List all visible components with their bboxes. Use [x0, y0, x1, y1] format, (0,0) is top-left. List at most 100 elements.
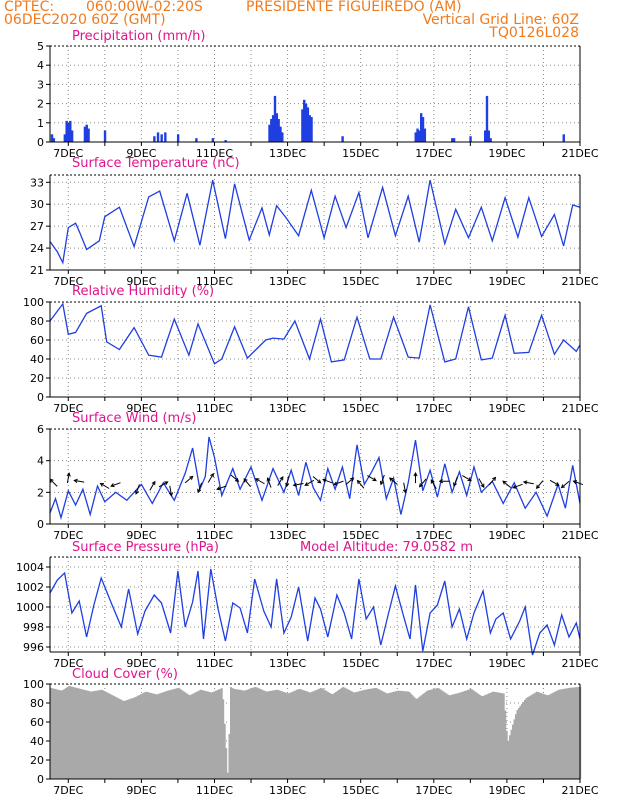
cloud-column	[410, 693, 412, 779]
cloud-column	[171, 689, 174, 779]
cloud-column	[437, 687, 439, 779]
header-model-code: TQ0126L028	[488, 25, 579, 41]
precip-bar	[67, 122, 70, 142]
cloud-column	[95, 690, 97, 779]
cloud-column	[234, 689, 237, 779]
x-tick-label: 17DEC	[415, 275, 452, 288]
wind-vector-shaft	[110, 482, 121, 487]
cloud-column	[375, 687, 378, 779]
wind-vector-head	[254, 478, 260, 482]
cloud-column	[461, 691, 463, 779]
wind-vector-head	[134, 490, 139, 495]
cloud-column	[140, 694, 142, 779]
cloud-column	[212, 692, 214, 779]
wind-vector	[158, 481, 169, 488]
cloud-column	[443, 691, 445, 779]
cloud-column	[111, 695, 114, 779]
cloud-column	[408, 691, 411, 779]
cloud-column	[431, 689, 433, 779]
y-tick-label: 20	[30, 372, 44, 385]
wind-vector	[522, 480, 534, 485]
cloud-column	[180, 689, 183, 779]
cloud-column	[248, 689, 250, 779]
panels: Precipitation (mm/h) 0 1 2 3 4 5 7DEC 9DEC 11DEC 1…	[16, 29, 599, 797]
wind-vector-head	[66, 472, 71, 477]
cloud-column	[119, 698, 121, 779]
header-coordinates: 060:00W-02:20S	[86, 0, 203, 15]
wind-vector-shaft	[462, 475, 472, 482]
wind-vector-shaft	[243, 478, 251, 487]
precip-bar	[483, 130, 487, 142]
wind-vector-shaft	[267, 477, 272, 488]
cloud-column	[278, 690, 280, 779]
x-tick-label: 15DEC	[342, 784, 379, 797]
wind-vector-shaft	[573, 480, 584, 486]
cloud-column	[438, 688, 441, 779]
cloud-column	[516, 709, 519, 779]
cloud-column	[158, 693, 160, 779]
precip-bar	[65, 120, 68, 142]
cloud-column	[195, 691, 198, 779]
wind-vector	[184, 475, 194, 484]
panel-title-temp: Surface Temperature (nC)	[72, 156, 240, 171]
precip-bar	[271, 115, 275, 142]
cloud-column	[213, 691, 216, 779]
cloud-column	[276, 689, 279, 779]
x-tick-label: 19DEC	[488, 657, 525, 670]
cloud-column	[558, 689, 561, 779]
y-tick-label: 1	[37, 117, 44, 130]
cloud-column	[446, 693, 448, 779]
cloud-column	[296, 689, 298, 779]
cloud-column	[540, 693, 543, 779]
cloud-column	[203, 690, 205, 779]
panel-title-pressure: Surface Pressure (hPa)	[72, 540, 219, 555]
x-tick-label: 19DEC	[488, 784, 525, 797]
precip-bar	[156, 132, 160, 142]
cloud-column	[305, 690, 307, 779]
cloud-column	[312, 691, 315, 779]
cloud-column	[143, 692, 145, 779]
wind-vector	[73, 478, 85, 483]
cloud-column	[251, 688, 253, 779]
wind-vector	[388, 477, 398, 485]
y-tick-label: 2	[37, 98, 44, 111]
wind-vector-shaft	[523, 481, 534, 485]
precip-bar	[211, 138, 215, 142]
x-tick-label: 19DEC	[488, 529, 525, 542]
cloud-column	[384, 692, 387, 779]
cloud-column	[429, 689, 432, 779]
precip-bar	[487, 130, 491, 142]
precip-bar	[304, 103, 308, 142]
cloud-column	[365, 689, 367, 779]
cloud-column	[336, 690, 339, 779]
cloud-column	[422, 694, 424, 779]
x-tick-label: 15DEC	[342, 529, 379, 542]
x-tick-label: 13DEC	[269, 147, 306, 160]
cloud-column	[396, 690, 399, 779]
cloud-column	[420, 695, 423, 779]
y-tick-label: 27	[30, 220, 44, 233]
header-station: PRESIDENTE FIGUEIREDO (AM)	[246, 0, 462, 15]
wind-vector-shaft	[74, 479, 85, 483]
cloud-column	[417, 697, 420, 779]
x-tick-label: 9DEC	[126, 784, 156, 797]
precip-bar	[308, 115, 311, 142]
wind-vector-shaft	[357, 480, 365, 489]
wind-vector	[230, 474, 240, 482]
cloud-column	[458, 692, 460, 779]
cloud-column	[107, 692, 109, 779]
x-tick-label: 21DEC	[561, 784, 598, 797]
cloud-column	[216, 690, 219, 779]
precip-bar	[277, 118, 280, 142]
cloud-column	[134, 697, 136, 779]
cloud-column	[510, 729, 513, 779]
precip-bar	[421, 117, 425, 142]
panel-title-wind: Surface Wind (m/s)	[72, 411, 196, 426]
cloud-column	[371, 688, 373, 779]
wind-vector-head	[216, 486, 221, 491]
cloud-column	[494, 691, 496, 779]
wind-vector-head	[560, 484, 566, 489]
cloud-column	[75, 687, 78, 779]
cloud-column	[515, 714, 517, 779]
x-tick-label: 7DEC	[53, 275, 83, 288]
